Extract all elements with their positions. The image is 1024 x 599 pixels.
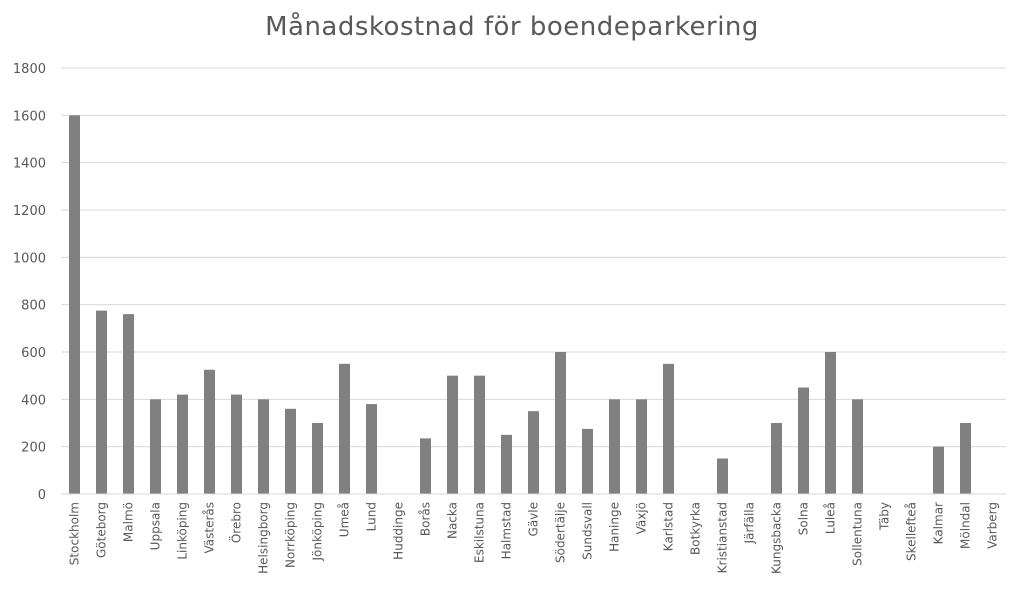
bar-malmö — [123, 314, 134, 494]
bar-uppsala — [150, 399, 161, 494]
bar-kalmar — [933, 446, 944, 494]
bar-luleå — [825, 352, 836, 494]
x-tick-label: Kalmar — [932, 502, 946, 544]
gridlines — [61, 67, 1006, 448]
bar-stockholm — [69, 115, 80, 494]
x-tick-label: Skellefteå — [905, 502, 919, 561]
bar-växjö — [636, 399, 647, 494]
x-tick-label: Huddinge — [392, 502, 406, 560]
x-tick-label: Karlstad — [662, 502, 676, 551]
bar-sundsvall — [582, 428, 593, 494]
x-tick-label: Botkyrka — [689, 502, 703, 555]
x-tick-label: Växjö — [635, 502, 649, 534]
x-tick-label: Malmö — [122, 502, 136, 542]
y-tick-label: 600 — [21, 346, 46, 361]
x-tick-label: Jönköping — [311, 502, 325, 562]
x-tick-label: Borås — [419, 502, 433, 536]
bar-norrköping — [285, 408, 296, 494]
y-tick-label: 1200 — [13, 204, 46, 219]
bar-karlstad — [663, 363, 674, 494]
bars — [69, 115, 971, 494]
bar-jönköping — [312, 423, 323, 494]
x-tick-label: Nacka — [446, 502, 460, 539]
bar-örebro — [231, 394, 242, 494]
y-tick-label: 0 — [38, 488, 46, 503]
y-tick-label: 1600 — [13, 109, 46, 124]
bar-haninge — [609, 399, 620, 494]
x-tick-label: Solna — [797, 502, 811, 535]
x-tick-label: Täby — [878, 502, 892, 531]
x-tick-label: Sollentuna — [851, 502, 865, 566]
x-tick-label: Halmstad — [500, 502, 514, 559]
x-tick-label: Södertälje — [554, 502, 568, 563]
bar-kristianstad — [717, 458, 728, 494]
x-tick-label: Helsingborg — [257, 502, 271, 574]
y-tick-label: 1400 — [13, 157, 46, 172]
axes: 0 200 400 600 800 1000 1200 1400 1600 1800 Stockho… — [13, 62, 1006, 574]
x-tick-label: Haninge — [608, 502, 622, 552]
bar-gävle — [528, 411, 539, 494]
y-tick-label: 800 — [21, 299, 46, 314]
y-tick-label: 1000 — [13, 251, 46, 266]
x-tick-label: Eskilstuna — [473, 502, 487, 563]
x-tick-label: Luleå — [824, 502, 838, 534]
y-tick-label: 1800 — [13, 62, 46, 77]
x-tick-label: Göteborg — [95, 502, 109, 558]
bar-umeå — [339, 363, 350, 494]
bar-kungsbacka — [771, 423, 782, 494]
y-tick-label: 200 — [21, 441, 46, 456]
x-tick-label: Örebro — [228, 502, 244, 543]
x-tick-label: Linköping — [176, 502, 190, 560]
x-tick-label: Västerås — [203, 502, 217, 554]
bar-lund — [366, 404, 377, 494]
x-tick-label: Norrköping — [284, 502, 298, 568]
x-tick-label: Umeå — [338, 502, 352, 537]
bar-halmstad — [501, 434, 512, 494]
bar-västerås — [204, 369, 215, 494]
x-tick-label: Gävle — [527, 502, 541, 536]
bar-södertälje — [555, 352, 566, 494]
bar-eskilstuna — [474, 375, 485, 494]
bar-göteborg — [96, 310, 107, 494]
bar-sollentuna — [852, 399, 863, 494]
x-tick-label: Sundsvall — [581, 502, 595, 560]
chart-title: Månadskostnad för boendeparkering — [265, 12, 759, 42]
x-tick-label: Kungsbacka — [770, 502, 784, 574]
x-tick-label: Järfälla — [743, 502, 757, 544]
bar-solna — [798, 387, 809, 494]
x-tick-label: Uppsala — [149, 502, 163, 550]
bar-nacka — [447, 375, 458, 494]
bar-mölndal — [960, 423, 971, 494]
bar-helsingborg — [258, 399, 269, 494]
x-tick-label: Kristianstad — [716, 502, 730, 573]
y-tick-label: 400 — [21, 393, 46, 408]
x-tick-label: Varberg — [986, 502, 1000, 549]
x-tick-label: Mölndal — [959, 502, 973, 549]
x-tick-label: Lund — [365, 502, 379, 531]
bar-linköping — [177, 394, 188, 494]
bar-borås — [420, 438, 431, 494]
x-tick-label: Stockholm — [68, 502, 82, 565]
